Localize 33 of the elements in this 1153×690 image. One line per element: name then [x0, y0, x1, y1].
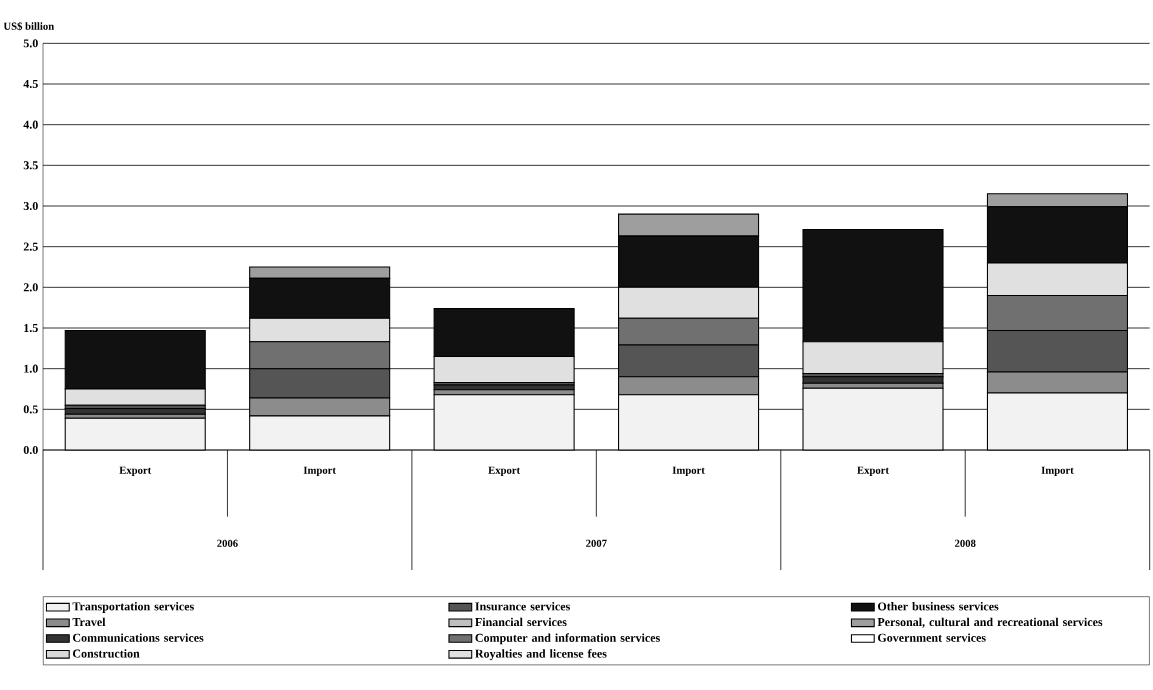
text: 2006 [217, 539, 238, 547]
y-tick-label: 3.5 [23, 161, 38, 170]
y-tick-label: 0.0 [23, 445, 38, 455]
legend-label: Other business services [877, 602, 999, 611]
y-tick-label: 4.0 [23, 120, 38, 129]
y-tick-label: 1.0 [24, 364, 38, 373]
legend-label: Insurance services [475, 602, 570, 611]
y-tick-label: 4.5 [23, 79, 38, 89]
y-tick-label: 2.0 [23, 283, 38, 292]
legend-label: Travel [72, 617, 106, 627]
x-tick-label: Export [857, 466, 889, 476]
y-tick-label: 2.5 [23, 242, 38, 251]
bar [802, 376, 944, 384]
y-tick-label: 5.0 [23, 39, 38, 48]
x-tick-label: Import [1041, 466, 1074, 476]
text: 2008 [955, 539, 976, 547]
y-tick-label: 3.0 [23, 201, 38, 211]
y-tick-label: 0.5 [23, 405, 38, 414]
x-tick-label: Import [303, 466, 336, 476]
y-axis-title: US$ billion [3, 21, 54, 31]
legend-label: Government services [877, 633, 986, 642]
x-tick-label: Import [672, 466, 705, 476]
legend-label: Communications services [73, 633, 204, 642]
legend-label: Construction [73, 649, 140, 658]
x-tick-label: Export [119, 466, 152, 476]
legend-label: Transportation services [72, 602, 194, 613]
legend-label: Personal, cultural and recreational services [877, 617, 1103, 628]
x-tick-label: Export [488, 466, 521, 476]
legend-label: Financial services [475, 617, 567, 627]
text: 2007 [586, 539, 607, 547]
y-tick-label: 1.5 [24, 323, 38, 333]
legend-label: Computer and information services [475, 633, 660, 645]
legend-label: Royalties and license fees [475, 649, 607, 661]
